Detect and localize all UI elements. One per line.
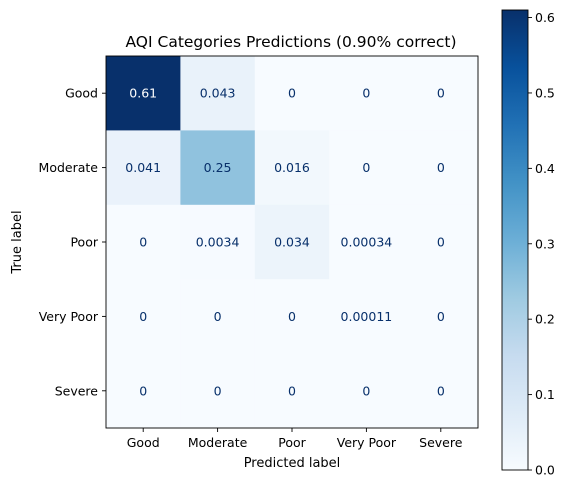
- cell-r0-c4: [403, 56, 479, 131]
- cell-r4-c4: [403, 353, 479, 429]
- colorbar: [501, 9, 529, 471]
- x-tick-label-4: Severe: [419, 435, 463, 450]
- y-tick-label-4: Severe: [55, 383, 99, 398]
- colorbar-ticks: 0.0 0.1 0.2 0.3 0.4 0.5 0.6: [528, 10, 555, 478]
- cell-r2-c3: [329, 204, 404, 280]
- cell-value-r2-c0: 0: [139, 235, 147, 250]
- colorbar-tick-label-6: 0.6: [535, 10, 555, 25]
- cell-r1-c0: [106, 130, 181, 206]
- cell-value-r4-c4: 0: [437, 383, 445, 398]
- cell-r0-c0: [106, 56, 181, 131]
- cell-r1-c3: [329, 130, 404, 206]
- x-axis-ticks: Good Moderate Poor Very Poor Severe: [127, 428, 463, 450]
- cell-value-r1-c1: 0.25: [204, 160, 232, 175]
- colorbar-tick-label-2: 0.2: [535, 312, 555, 327]
- cell-r3-c1: [180, 279, 256, 354]
- cell-value-r3-c4: 0: [437, 309, 445, 324]
- cell-value-r1-c0: 0.041: [125, 160, 161, 175]
- cell-r2-c4: [403, 204, 479, 280]
- cell-r2-c2: [254, 204, 330, 280]
- y-axis-ticks: Good Moderate Poor Very Poor Severe: [39, 86, 106, 398]
- x-tick-label-2: Poor: [278, 435, 306, 450]
- cell-value-r4-c3: 0: [362, 383, 370, 398]
- cell-r4-c3: [329, 353, 404, 429]
- cell-value-r3-c2: 0: [288, 309, 296, 324]
- y-tick-label-0: Good: [65, 86, 98, 101]
- cell-r3-c3: [329, 279, 404, 354]
- y-tick-label-2: Poor: [70, 235, 98, 250]
- cell-value-r3-c1: 0: [214, 309, 222, 324]
- colorbar-tick-label-0: 0.0: [535, 463, 555, 478]
- cell-value-r1-c4: 0: [437, 160, 445, 175]
- y-tick-label-3: Very Poor: [39, 309, 99, 324]
- x-tick-label-1: Moderate: [188, 435, 248, 450]
- cell-value-r3-c3: 0.00011: [341, 309, 393, 324]
- y-axis-label: True label: [10, 210, 25, 274]
- cell-value-r4-c2: 0: [288, 383, 296, 398]
- cell-value-r0-c4: 0: [437, 86, 445, 101]
- cell-value-r4-c1: 0: [214, 383, 222, 398]
- x-axis-label: Predicted label: [244, 456, 341, 471]
- y-tick-label-1: Moderate: [39, 160, 99, 175]
- x-tick-label-3: Very Poor: [337, 435, 397, 450]
- cell-r1-c2: [254, 130, 330, 206]
- cell-r0-c3: [329, 56, 404, 131]
- cell-value-r0-c3: 0: [362, 86, 370, 101]
- cell-r3-c0: [106, 279, 181, 354]
- cell-value-r2-c2: 0.034: [274, 235, 310, 250]
- cell-value-r2-c4: 0: [437, 235, 445, 250]
- cell-r4-c1: [180, 353, 256, 429]
- cell-value-r4-c0: 0: [139, 383, 147, 398]
- cell-value-r0-c2: 0: [288, 86, 296, 101]
- colorbar-tick-label-1: 0.1: [535, 387, 555, 402]
- colorbar-tick-label-4: 0.4: [535, 161, 555, 176]
- cell-r1-c4: [403, 130, 479, 206]
- cell-value-r2-c1: 0.0034: [196, 235, 240, 250]
- matrix-cells: [106, 56, 479, 429]
- cell-value-r2-c3: 0.00034: [341, 235, 393, 250]
- cell-value-r0-c0: 0.61: [129, 86, 157, 101]
- cell-r3-c4: [403, 279, 479, 354]
- cell-value-r1-c3: 0: [362, 160, 370, 175]
- colorbar-tick-label-3: 0.3: [535, 236, 555, 251]
- cell-r2-c0: [106, 204, 181, 280]
- cell-r0-c2: [254, 56, 330, 131]
- cell-value-r1-c2: 0.016: [274, 160, 310, 175]
- cell-value-r0-c1: 0.043: [200, 86, 236, 101]
- chart-title: AQI Categories Predictions (0.90% correc…: [125, 33, 456, 51]
- cell-r4-c2: [254, 353, 330, 429]
- cell-r2-c1: [180, 204, 256, 280]
- cell-r1-c1: [180, 130, 256, 206]
- cell-r0-c1: [180, 56, 256, 131]
- colorbar-tick-label-5: 0.5: [535, 85, 555, 100]
- cell-r3-c2: [254, 279, 330, 354]
- cell-r4-c0: [106, 353, 181, 429]
- x-tick-label-0: Good: [127, 435, 160, 450]
- matrix-cell-labels: 0.61 0.043 0 0 0 0.041 0.25 0.016 0 0 0 0.0034 0.034…: [125, 86, 445, 399]
- cell-value-r3-c0: 0: [139, 309, 147, 324]
